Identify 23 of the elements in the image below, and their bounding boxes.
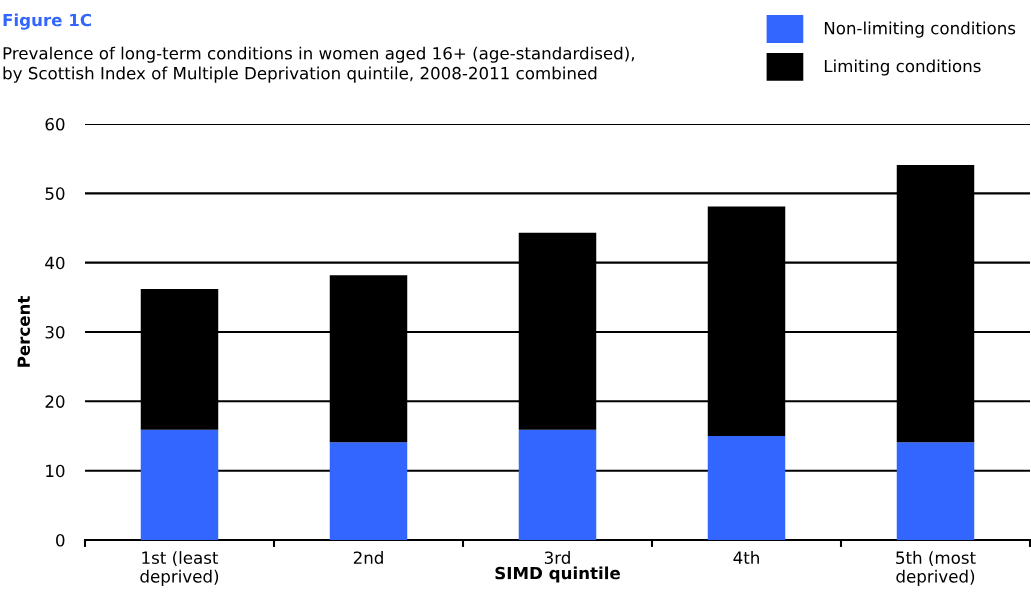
bar — [896, 442, 975, 540]
y-tick-label: 0 — [56, 533, 65, 547]
legend-label: Non-limiting conditions — [824, 21, 1016, 38]
x-tick-label: 1st (least deprived) — [140, 551, 219, 586]
x-tick-label: 3rd — [544, 551, 570, 565]
bar — [707, 436, 786, 540]
chart-subtitle: Prevalence of long-term conditions in women aged 16+ (age-standardised), by Scottish Index of Multiple Deprivation quintile, 2008-2011 combined — [3, 46, 634, 83]
x-tick-label: 5th (most deprived) — [896, 551, 976, 586]
y-tick-label: 20 — [45, 395, 65, 408]
bar — [329, 442, 408, 540]
y-axis-title: Percent — [17, 296, 31, 367]
bar — [518, 429, 597, 540]
x-tick-label: 2nd — [353, 551, 383, 565]
y-tick-label: 10 — [46, 464, 65, 478]
chart-title: Figure 1C — [3, 13, 92, 30]
bar — [140, 429, 219, 540]
y-tick-label: 60 — [45, 117, 65, 131]
y-tick-label: 40 — [45, 256, 65, 270]
y-tick-label: 30 — [45, 325, 65, 339]
x-tick-label: 4th — [733, 551, 759, 564]
x-axis-title: SIMD quintile — [495, 566, 620, 583]
y-tick-label: 50 — [45, 187, 65, 200]
legend-label: Limiting conditions — [824, 59, 981, 76]
